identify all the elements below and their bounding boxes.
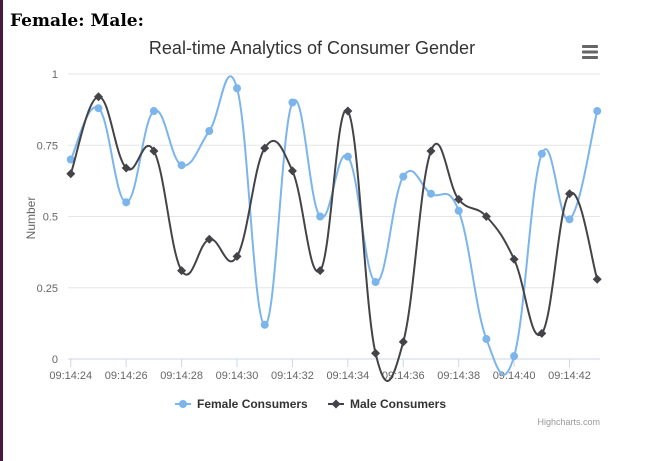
data-point-male-consumers[interactable] [537, 328, 547, 338]
data-point-female-consumers[interactable] [371, 278, 380, 287]
female-count-label: Female: [10, 11, 85, 31]
data-point-male-consumers[interactable] [177, 266, 187, 276]
data-point-female-consumers[interactable] [593, 107, 602, 116]
data-point-male-consumers[interactable] [66, 169, 76, 179]
series-layer [66, 75, 602, 382]
data-point-male-consumers[interactable] [454, 194, 464, 204]
y-tick-label: 0 [52, 354, 58, 366]
data-point-male-consumers[interactable] [426, 146, 436, 156]
data-point-male-consumers[interactable] [481, 212, 491, 221]
page-heading: Female: Male: [10, 11, 150, 31]
data-point-female-consumers[interactable] [454, 206, 463, 215]
legend-item-female-consumers[interactable]: Female Consumers [175, 397, 308, 411]
data-point-male-consumers[interactable] [204, 234, 214, 244]
data-point-female-consumers[interactable] [316, 212, 325, 221]
hamburger-menu-icon [582, 45, 598, 59]
x-tick-label: 09:14:38 [437, 370, 480, 382]
chart-container: Real-time Analytics of Consumer Gender 0… [22, 34, 634, 434]
legend-label: Male Consumers [350, 397, 446, 411]
y-tick-label: 0.75 [37, 140, 58, 152]
data-point-female-consumers[interactable] [399, 172, 408, 181]
data-point-male-consumers[interactable] [371, 348, 381, 358]
data-point-male-consumers[interactable] [343, 106, 353, 116]
x-tick-label: 09:14:34 [326, 370, 369, 382]
data-point-male-consumers[interactable] [232, 251, 242, 261]
data-point-female-consumers[interactable] [482, 335, 491, 344]
context-menu-button[interactable] [578, 41, 602, 63]
y-axis-ticks: 0 0.25 0.5 0.75 1 [37, 69, 58, 366]
male-count-label: Male: [90, 11, 144, 31]
legend: Female Consumers Male Consumers [175, 397, 446, 411]
chart-title: Real-time Analytics of Consumer Gender [149, 38, 475, 58]
data-point-male-consumers[interactable] [398, 337, 408, 347]
data-point-female-consumers[interactable] [94, 104, 103, 113]
credits-link[interactable]: Highcharts.com [537, 417, 600, 427]
data-point-female-consumers[interactable] [288, 98, 297, 107]
data-point-male-consumers[interactable] [287, 166, 297, 176]
series-male-consumers [66, 92, 602, 382]
y-tick-label: 0.25 [37, 283, 58, 295]
data-point-male-consumers[interactable] [565, 189, 575, 199]
data-point-male-consumers[interactable] [509, 254, 519, 264]
data-point-female-consumers[interactable] [66, 155, 75, 164]
series-line-female-consumers [69, 75, 599, 376]
window-edge [0, 0, 3, 461]
data-point-male-consumers[interactable] [149, 146, 159, 156]
data-point-female-consumers[interactable] [565, 215, 574, 224]
data-point-female-consumers[interactable] [343, 152, 352, 161]
y-tick-label: 0.5 [43, 212, 58, 224]
data-point-female-consumers[interactable] [233, 84, 242, 93]
x-tick-label: 09:14:42 [548, 370, 591, 382]
x-tick-label: 09:14:26 [105, 370, 148, 382]
x-tick-label: 09:14:30 [216, 370, 259, 382]
data-point-female-consumers[interactable] [122, 198, 131, 207]
data-point-male-consumers[interactable] [121, 163, 131, 173]
circle-marker-icon [179, 400, 187, 408]
data-point-female-consumers[interactable] [510, 352, 519, 361]
y-axis-title: Number [24, 197, 38, 240]
series-female-consumers [66, 75, 602, 376]
x-tick-label: 09:14:32 [271, 370, 314, 382]
x-axis: 09:14:24 09:14:26 09:14:28 09:14:30 09:14:32… [49, 359, 591, 382]
data-point-female-consumers[interactable] [426, 189, 435, 198]
legend-item-male-consumers[interactable]: Male Consumers [328, 397, 446, 411]
legend-label: Female Consumers [197, 397, 308, 411]
data-point-male-consumers[interactable] [260, 143, 270, 153]
data-point-female-consumers[interactable] [149, 107, 158, 116]
data-point-female-consumers[interactable] [205, 127, 214, 135]
x-tick-label: 09:14:24 [49, 370, 92, 382]
data-point-female-consumers[interactable] [260, 320, 269, 329]
data-point-female-consumers[interactable] [537, 149, 546, 158]
data-point-female-consumers[interactable] [177, 161, 186, 170]
data-point-male-consumers[interactable] [93, 92, 103, 102]
data-point-male-consumers[interactable] [315, 266, 325, 276]
consumer-gender-chart: Real-time Analytics of Consumer Gender 0… [24, 38, 602, 427]
x-tick-label: 09:14:28 [160, 370, 203, 382]
data-point-male-consumers[interactable] [592, 274, 602, 284]
diamond-marker-icon [331, 399, 341, 409]
y-tick-label: 1 [52, 69, 58, 81]
x-tick-label: 09:14:40 [493, 370, 536, 382]
